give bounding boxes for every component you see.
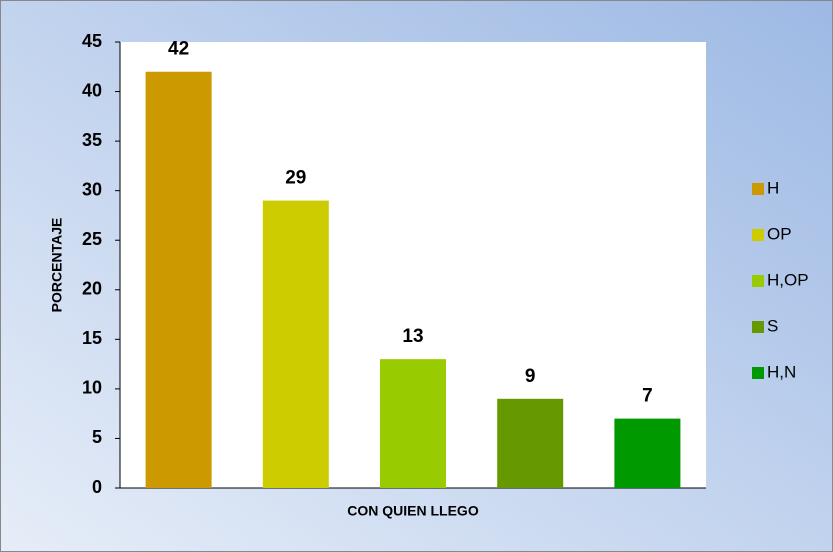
y-tick-label: 0 (92, 477, 102, 497)
y-tick-label: 5 (92, 427, 102, 447)
bar (380, 359, 446, 488)
y-tick-label: 10 (82, 378, 102, 398)
y-tick-label: 45 (82, 31, 102, 51)
data-label: 42 (168, 39, 189, 60)
legend-swatch (752, 321, 764, 333)
legend-label: OP (767, 224, 792, 243)
legend-swatch (752, 367, 764, 379)
legend-swatch (752, 229, 764, 241)
data-label: 9 (525, 366, 536, 387)
bar (145, 71, 212, 488)
y-tick-label: 20 (82, 279, 102, 299)
legend-label: S (767, 316, 778, 335)
data-label: 7 (642, 386, 653, 407)
bar (497, 398, 564, 488)
data-label: 29 (285, 168, 306, 189)
y-tick-label: 35 (82, 130, 102, 150)
y-tick-label: 40 (82, 80, 102, 100)
y-axis-label: PORCENTAJE (49, 218, 65, 313)
y-tick-label: 15 (82, 328, 102, 348)
data-label: 13 (402, 326, 423, 347)
legend-label: H (767, 178, 779, 197)
x-axis-label: CON QUIEN LLEGO (347, 503, 479, 519)
legend-label: H,N (767, 362, 796, 381)
bar (614, 418, 681, 488)
legend-swatch (752, 183, 764, 195)
legend-label: H,OP (767, 270, 809, 289)
legend-swatch (752, 275, 764, 287)
y-tick-label: 25 (82, 229, 102, 249)
y-tick-label: 30 (82, 179, 102, 199)
bar (262, 200, 329, 489)
